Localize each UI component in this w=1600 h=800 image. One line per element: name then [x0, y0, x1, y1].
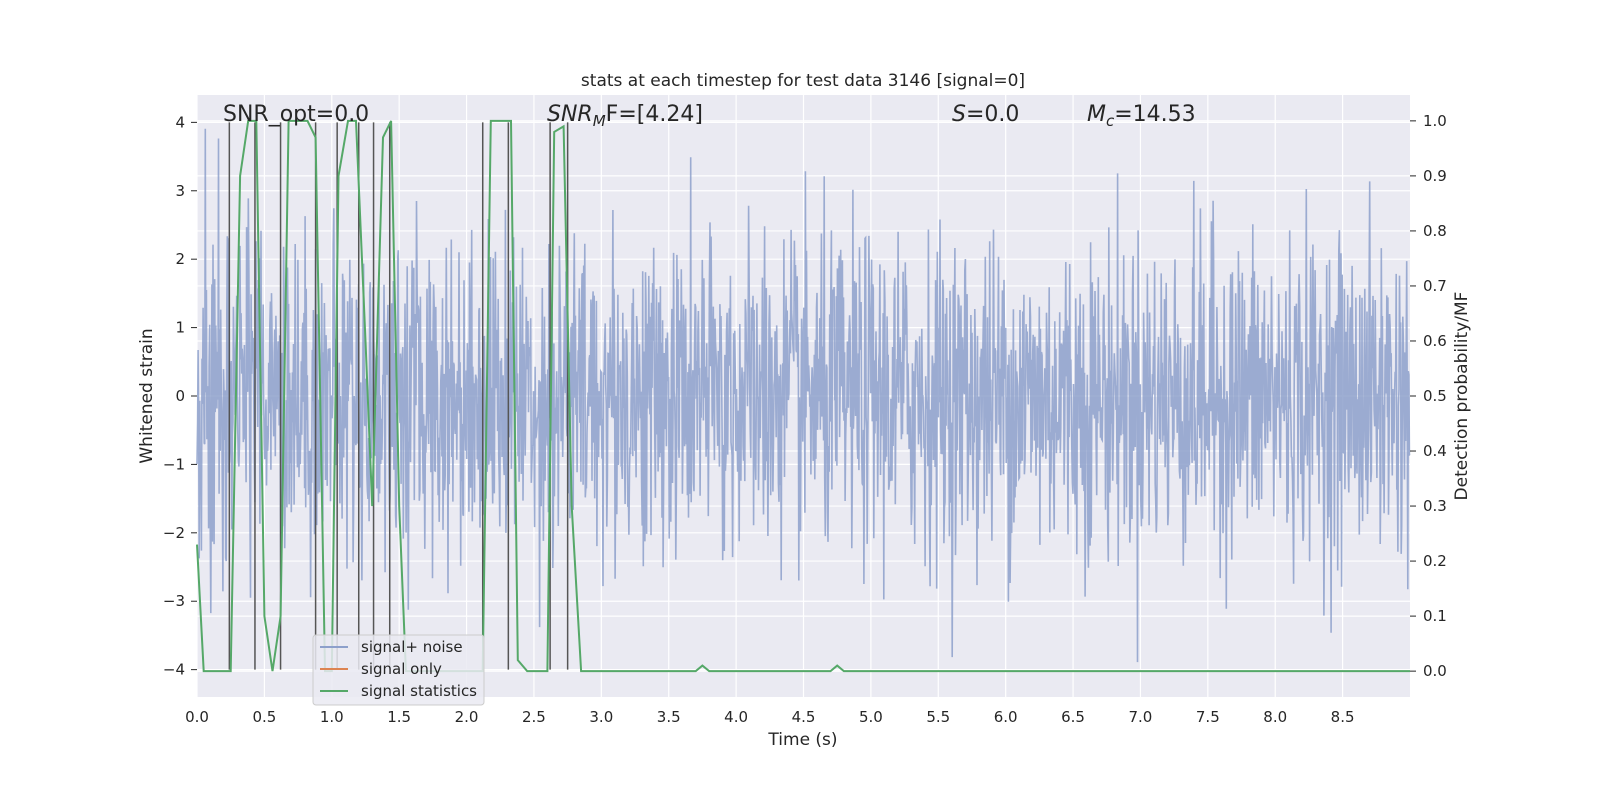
- x-axis-ticks: 0.0 0.5 1.0 1.5 2.0 2.5 3.0 3.5 4.0 4.5 5.0 5.5 6.0 6…: [185, 708, 1354, 726]
- y-tick-label: 3: [175, 182, 185, 200]
- chart-title: stats at each timestep for test data 314…: [581, 71, 1025, 91]
- y-axis-label: Whitened strain: [137, 328, 157, 463]
- y-tick-label: 2: [175, 250, 185, 268]
- y2-axis-ticks: 1.0 0.9 0.8 0.7 0.6 0.5 0.4 0.3 0.2 0.1 0.0: [1410, 112, 1447, 680]
- x-tick-label: 3.5: [657, 708, 681, 726]
- annotation-s-rest: =0.0: [966, 102, 1019, 127]
- y-axis-ticks: 4 3 2 1 0 −1 −2 −3 −4: [163, 113, 197, 679]
- annotation-snr-mf-rest: F=[4.24]: [606, 102, 703, 127]
- y2-axis-label: Detection probability/MF: [1452, 292, 1472, 501]
- legend-label-statistics: signal statistics: [361, 682, 477, 700]
- x-tick-label: 7.0: [1129, 708, 1153, 726]
- x-tick-label: 2.0: [455, 708, 479, 726]
- y2-tick-label: 0.8: [1423, 222, 1447, 240]
- x-tick-label: 0.0: [185, 708, 209, 726]
- y2-tick-label: 1.0: [1423, 112, 1447, 130]
- y-tick-label: −3: [163, 592, 185, 610]
- noise-trace: [196, 128, 1411, 663]
- x-tick-label: 1.0: [320, 708, 344, 726]
- noise-line: [196, 128, 1411, 663]
- y-tick-label: 1: [175, 319, 185, 337]
- y2-tick-label: 0.7: [1423, 277, 1447, 295]
- y2-tick-label: 0.9: [1423, 167, 1447, 185]
- annotation-snr-opt: SNR_opt=0.0: [223, 102, 369, 127]
- annotation-s-italic: S: [952, 102, 966, 127]
- x-tick-label: 7.5: [1196, 708, 1220, 726]
- legend-label-signal-only: signal only: [361, 660, 442, 678]
- x-tick-label: 8.0: [1263, 708, 1287, 726]
- annotation-mc: Mc=14.53: [1087, 102, 1196, 130]
- x-axis-label: Time (s): [767, 730, 837, 750]
- annotation-mc-rest: =14.53: [1114, 102, 1195, 127]
- x-tick-label: 8.5: [1331, 708, 1355, 726]
- y2-tick-label: 0.3: [1423, 497, 1447, 515]
- y2-tick-label: 0.6: [1423, 332, 1447, 350]
- annotation-snr-mf-sub: M: [593, 112, 606, 130]
- y2-tick-label: 0.2: [1423, 552, 1447, 570]
- x-tick-label: 1.5: [387, 708, 411, 726]
- y-tick-label: 4: [175, 113, 185, 131]
- x-tick-label: 5.5: [926, 708, 950, 726]
- x-tick-label: 6.5: [1061, 708, 1085, 726]
- y2-tick-label: 0.5: [1423, 387, 1447, 405]
- legend: signal+ noise signal only signal statist…: [312, 634, 485, 706]
- x-tick-label: 6.0: [994, 708, 1018, 726]
- legend-label-noise: signal+ noise: [361, 638, 463, 656]
- annotation-snr-mf: SNRMF=[4.24]: [547, 102, 703, 130]
- x-tick-label: 3.0: [589, 708, 613, 726]
- y2-tick-label: 0.0: [1423, 662, 1447, 680]
- x-tick-label: 0.5: [252, 708, 276, 726]
- y2-tick-label: 0.1: [1423, 607, 1447, 625]
- y-tick-label: −4: [163, 661, 185, 679]
- annotation-snr-mf-main: SNR: [547, 102, 593, 127]
- annotation-s: S=0.0: [952, 102, 1019, 127]
- y-tick-label: −1: [163, 455, 185, 473]
- y-tick-label: 0: [175, 387, 185, 405]
- y-tick-label: −2: [163, 524, 185, 542]
- annotation-mc-sub: c: [1106, 112, 1115, 130]
- annotation-mc-main: M: [1087, 102, 1106, 127]
- x-tick-label: 4.5: [792, 708, 816, 726]
- y2-tick-label: 0.4: [1423, 442, 1447, 460]
- legend-box: [312, 634, 485, 706]
- x-tick-label: 4.0: [724, 708, 748, 726]
- x-tick-label: 2.5: [522, 708, 546, 726]
- x-tick-label: 5.0: [859, 708, 883, 726]
